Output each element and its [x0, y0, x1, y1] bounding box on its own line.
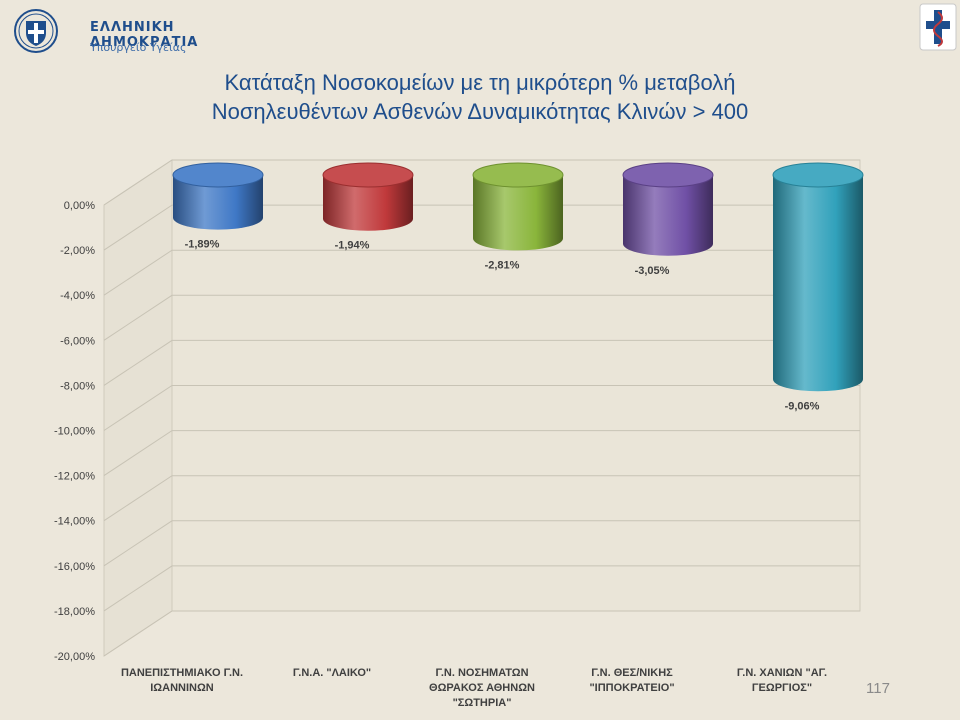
- x-tick-label: Γ.Ν. ΘΕΣ/ΝΙΚΗΣ "ΙΠΠΟΚΡΑΤΕΙΟ": [589, 667, 674, 694]
- y-tick-label: -6,00%: [60, 335, 95, 347]
- data-label: -1,94%: [335, 240, 370, 252]
- x-tick-label-line: Γ.Ν. ΘΕΣ/ΝΙΚΗΣ: [591, 667, 673, 679]
- bar: [322, 162, 414, 231]
- bar-top: [172, 162, 264, 188]
- y-tick-label: -8,00%: [60, 380, 95, 392]
- y-tick-label: -12,00%: [54, 471, 95, 483]
- x-tick-label: Γ.Ν. ΧΑΝΙΩΝ "ΑΓ. ΓΕΩΡΓΙΟΣ": [737, 667, 827, 694]
- y-tick-label: -16,00%: [54, 561, 95, 573]
- slide-title: Κατάταξη Νοσοκομείων με τη μικρότερη % μ…: [0, 68, 960, 126]
- x-tick-label-line: ΘΩΡΑΚΟΣ ΑΘΗΝΩΝ: [429, 682, 535, 694]
- government-name: ΕΛΛΗΝΙΚΗ ΔΗΜΟΚΡΑΤΙΑ: [90, 20, 199, 50]
- data-label: -3,05%: [635, 265, 670, 277]
- bar-top: [772, 162, 864, 188]
- y-tick-label: -2,00%: [60, 245, 95, 257]
- x-axis-category-labels: ΠΑΝΕΠΙΣΤΗΜΙΑΚΟ Γ.Ν. ΙΩΑΝΝΙΝΩΝ Γ.Ν.Α. "ΛΑΙΚ…: [121, 667, 827, 709]
- y-tick-label: -10,00%: [54, 426, 95, 438]
- bar-body: [473, 175, 563, 251]
- ministry-health-logo-icon: [919, 3, 957, 51]
- x-tick-label-line: Γ.Ν. ΝΟΣΗΜΑΤΩΝ: [435, 667, 528, 679]
- gridline: [103, 565, 860, 612]
- x-tick-label-line: Γ.Ν.Α. "ΛΑΙΚΟ": [293, 667, 371, 679]
- bar: [172, 162, 264, 230]
- data-label: -2,81%: [485, 259, 520, 271]
- y-tick-label: -18,00%: [54, 606, 95, 618]
- bar-body: [773, 175, 863, 392]
- bar-top: [322, 162, 414, 188]
- gridline: [103, 520, 860, 567]
- x-tick-label-line: "ΙΠΠΟΚΡΑΤΕΙΟ": [589, 682, 674, 694]
- gridline: [103, 385, 860, 431]
- gridline: [103, 475, 860, 522]
- gridline: [103, 339, 860, 386]
- y-tick-label: -14,00%: [54, 516, 95, 528]
- x-tick-label-line: ΙΩΑΝΝΙΝΩΝ: [150, 682, 214, 694]
- gridline: [103, 159, 860, 206]
- chart-bars: [172, 162, 864, 392]
- page-number: 117: [866, 680, 890, 697]
- y-axis-tick-labels: 0,00% -2,00% -4,00% -6,00% -8,00% -10,00% -12,…: [54, 200, 95, 663]
- x-tick-label: Γ.Ν. ΝΟΣΗΜΑΤΩΝ ΘΩΡΑΚΟΣ ΑΘΗΝΩΝ "ΣΩΤΗΡΙΑ": [429, 667, 535, 709]
- data-label: -1,89%: [185, 239, 220, 251]
- bar-body: [173, 175, 263, 230]
- gridline: [103, 430, 860, 477]
- bar: [472, 162, 564, 251]
- y-tick-label: -20,00%: [54, 651, 95, 663]
- slide-title-line-2: Νοσηλευθέντων Ασθενών Δυναμικότητας Κλιν…: [211, 99, 749, 124]
- bar: [772, 162, 864, 392]
- ministry-name: Υπουργείο Υγείας: [90, 41, 187, 54]
- x-tick-label: Γ.Ν.Α. "ΛΑΙΚΟ": [293, 667, 371, 679]
- data-label: -9,06%: [785, 400, 820, 412]
- bar-body: [323, 175, 413, 231]
- slide-title-line-1: Κατάταξη Νοσοκομείων με τη μικρότερη % μ…: [224, 70, 736, 95]
- bar-top: [622, 162, 714, 188]
- y-tick-label: -4,00%: [60, 290, 95, 302]
- x-tick-label-line: Γ.Ν. ΧΑΝΙΩΝ "ΑΓ.: [737, 667, 827, 679]
- government-logo: ΕΛΛΗΝΙΚΗ ΔΗΜΟΚΡΑΤΙΑ Υπουργείο Υγείας: [10, 6, 250, 56]
- bar-body: [623, 175, 713, 256]
- x-tick-label-line: ΠΑΝΕΠΙΣΤΗΜΙΑΚΟ Γ.Ν.: [121, 667, 243, 679]
- x-tick-label-line: ΓΕΩΡΓΙΟΣ": [752, 682, 812, 694]
- gridline: [103, 610, 860, 657]
- greek-coat-of-arms-icon: [14, 9, 58, 53]
- x-tick-label-line: "ΣΩΤΗΡΙΑ": [453, 697, 512, 709]
- y-tick-label: 0,00%: [64, 200, 95, 212]
- gridline: [103, 294, 860, 341]
- x-tick-label: ΠΑΝΕΠΙΣΤΗΜΙΑΚΟ Γ.Ν. ΙΩΑΝΝΙΝΩΝ: [121, 667, 243, 694]
- bar: [622, 162, 714, 256]
- data-labels: -1,89% -1,94% -2,81% -3,05% -9,06%: [185, 239, 820, 413]
- bar-top: [472, 162, 564, 188]
